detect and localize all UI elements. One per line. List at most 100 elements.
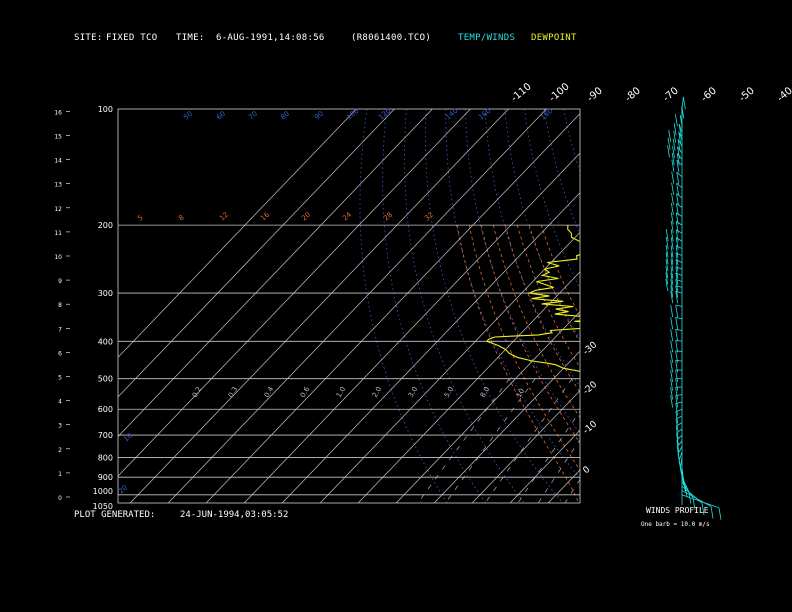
wind-barb-feather — [675, 203, 679, 216]
dry-adiabat-label: 50 — [182, 110, 194, 122]
wind-barb-feather — [676, 153, 680, 166]
mixing-ratio-line — [445, 378, 536, 503]
dry-adiabat — [543, 109, 580, 236]
wind-barb — [667, 145, 683, 159]
wind-barb — [665, 272, 683, 286]
wind-barb-shaft — [676, 221, 683, 226]
site-value: FIXED TCO — [106, 33, 158, 43]
wind-barb-feather — [671, 182, 675, 195]
mixing-ratio-line — [537, 439, 580, 503]
wind-barb-feather — [675, 304, 679, 318]
wind-barb-feather — [675, 370, 678, 383]
moist-adiabat — [540, 224, 580, 318]
height-tick-label: 1 — [58, 471, 62, 478]
isotherm-right-label: -20 — [582, 380, 600, 397]
pressure-tick-label: 700 — [98, 431, 113, 440]
dry-adiabat — [603, 109, 792, 503]
mixing-ratio-label: 10 — [515, 387, 526, 399]
wind-barb-feather — [672, 138, 676, 151]
legend-temp-winds: TEMP/WINDS — [458, 33, 516, 43]
dry-adiabat-label: 60 — [215, 110, 227, 122]
wind-barb-feather — [677, 139, 681, 152]
dry-adiabat-label: 80 — [279, 110, 291, 122]
winds-profile-title: WINDS PROFILE — [646, 506, 709, 515]
isotherm-line — [509, 429, 580, 503]
mixing-ratio-line — [564, 478, 580, 503]
wind-barb-feather — [675, 221, 679, 234]
wind-barb-feather — [675, 418, 679, 432]
wind-barb — [671, 171, 683, 185]
moist-adiabat — [516, 224, 580, 369]
dry-adiabat — [584, 109, 792, 503]
wind-barb-feather — [682, 97, 686, 110]
wind-barb-feather — [673, 130, 677, 143]
wind-barb-feather — [675, 285, 679, 298]
wind-barb — [667, 137, 683, 152]
wind-barb-feather — [710, 506, 714, 519]
wind-barb-shaft — [675, 328, 683, 331]
height-tick-label: 0 — [58, 495, 62, 502]
wind-barb-feather — [675, 411, 679, 424]
isotherm-line — [281, 192, 580, 503]
dry-adiabat — [721, 109, 792, 503]
isotherm-line — [129, 109, 509, 503]
wind-barb — [670, 202, 683, 216]
wind-barb-shaft — [676, 193, 683, 199]
moist-adiabat-label: 24 — [341, 210, 353, 222]
moist-adiabat — [468, 225, 580, 472]
height-tick-label: 16 — [54, 109, 62, 116]
isotherm-line — [357, 271, 580, 503]
isotherm-line — [586, 109, 792, 503]
wind-barb-shaft — [679, 457, 683, 468]
wind-barb-shaft — [681, 97, 684, 110]
wind-barb — [671, 159, 683, 173]
wind-barb-feather — [665, 236, 669, 249]
wind-barb-feather — [670, 272, 674, 285]
wind-barb-feather — [670, 350, 674, 363]
wind-barb-shaft — [676, 159, 683, 166]
height-tick-label: 6 — [58, 350, 62, 357]
legend-dewpoint: DEWPOINT — [531, 33, 577, 43]
mixing-ratio-line — [591, 379, 670, 503]
wind-barb-feather — [672, 145, 675, 159]
pressure-tick-label: 1000 — [93, 487, 113, 496]
moist-adiabat-label: 12 — [218, 211, 230, 223]
height-tick-label: 10 — [54, 254, 62, 261]
moist-adiabat — [456, 225, 580, 503]
pressure-tick-label: 200 — [98, 221, 113, 230]
wind-barb-shaft — [675, 229, 683, 234]
barb-unit-note: One barb = 10.0 m/s — [641, 521, 710, 528]
dewpoint-profile — [485, 225, 580, 372]
moist-adiabat-label: 8 — [177, 214, 186, 223]
wind-barb-shaft — [675, 360, 683, 362]
isotherm-line — [433, 350, 580, 503]
dry-adiabat — [359, 109, 448, 503]
isotherm-line — [205, 113, 580, 503]
wind-barb-feather — [675, 403, 679, 416]
height-tick-label: 15 — [54, 134, 62, 141]
wind-barb-feather — [670, 317, 674, 330]
dry-adiabat — [425, 109, 564, 503]
wind-barb-feather — [670, 220, 674, 234]
dry-adiabat — [623, 109, 792, 503]
isotherm-right-label: -30 — [582, 340, 600, 357]
height-tick-label: 5 — [58, 375, 62, 382]
wind-barb-shaft — [676, 212, 683, 217]
mixing-ratio-label: 1.0 — [335, 385, 347, 399]
pressure-tick-label: 1050 — [93, 502, 113, 511]
dry-adiabat-label: 90 — [313, 110, 325, 122]
moist-adiabat-label: 20 — [300, 211, 312, 223]
wind-barb-feather — [670, 252, 674, 265]
pressure-tick-label: 500 — [98, 375, 113, 384]
dry-adiabat — [524, 109, 580, 290]
wind-barb — [665, 244, 683, 258]
pressure-tick-label: 400 — [98, 337, 113, 346]
wind-barb — [670, 369, 682, 383]
height-tick-label: 11 — [54, 230, 62, 237]
isotherm-line — [118, 109, 357, 358]
wind-barb-feather — [675, 229, 679, 242]
wind-barb-feather — [671, 152, 675, 166]
wind-barb — [670, 360, 683, 373]
wind-barb-feather — [676, 433, 679, 446]
height-tick-label: 14 — [54, 158, 62, 165]
